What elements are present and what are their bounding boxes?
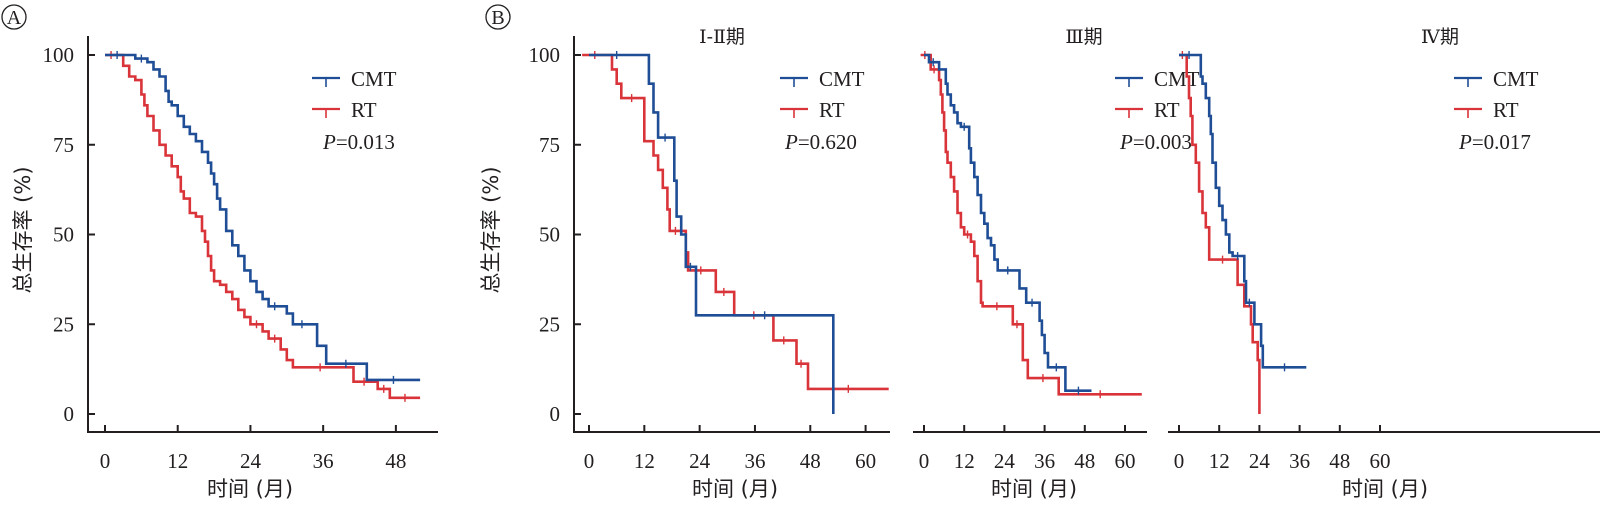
legend-item-rt: RT bbox=[312, 98, 377, 122]
plot-stage-4: Ⅳ期 0 12 24 36 48 60 时间 (月) CMT RT P=0.017 bbox=[1168, 26, 1600, 501]
axes: 0 12 24 36 48 0 25 50 75 100 bbox=[43, 36, 438, 473]
panel-label-a: A bbox=[1, 4, 27, 30]
x-tick-label: 36 bbox=[1034, 449, 1055, 473]
legend-label-rt: RT bbox=[1154, 98, 1180, 122]
y-tick-label: 75 bbox=[53, 133, 74, 157]
y-tick-label: 50 bbox=[53, 223, 74, 247]
curves bbox=[582, 51, 889, 414]
legend-label-cmt: CMT bbox=[1493, 67, 1539, 91]
survival-curve-rt bbox=[105, 53, 421, 400]
legend-label-rt: RT bbox=[1493, 98, 1519, 122]
p-value: P=0.013 bbox=[322, 130, 395, 154]
plot-stage-3: Ⅲ期 0 12 24 36 48 60 时间 (月) CMT RT P=0.003 bbox=[913, 26, 1200, 501]
x-tick-label: 12 bbox=[167, 449, 188, 473]
x-tick-label: 48 bbox=[1074, 449, 1095, 473]
x-axis-title: 时间 (月) bbox=[991, 477, 1077, 501]
x-tick-label: 48 bbox=[385, 449, 406, 473]
x-tick-label: 48 bbox=[800, 449, 821, 473]
curves bbox=[105, 51, 421, 402]
x-tick-label: 60 bbox=[1115, 449, 1136, 473]
legend-item-rt: RT bbox=[1454, 98, 1519, 122]
survival-curve-cmt bbox=[1179, 53, 1307, 369]
x-axis-title: 时间 (月) bbox=[1342, 477, 1428, 501]
x-tick-label: 36 bbox=[313, 449, 334, 473]
legend-item-cmt: CMT bbox=[1454, 67, 1539, 91]
survival-curve-rt bbox=[582, 53, 889, 391]
legend-label-rt: RT bbox=[351, 98, 377, 122]
legend: CMT RT P=0.620 bbox=[780, 67, 865, 154]
legend-item-rt: RT bbox=[780, 98, 845, 122]
legend-label-cmt: CMT bbox=[819, 67, 865, 91]
panel-label-b: B bbox=[485, 4, 511, 30]
survival-curve-rt bbox=[920, 53, 1142, 396]
y-tick-label: 100 bbox=[529, 43, 561, 67]
p-value-prefix: P bbox=[1458, 130, 1472, 154]
x-tick-label: 0 bbox=[919, 449, 930, 473]
y-tick-label: 50 bbox=[539, 223, 560, 247]
x-tick-label: 60 bbox=[855, 449, 876, 473]
legend-item-cmt: CMT bbox=[1115, 67, 1200, 91]
legend-label-cmt: CMT bbox=[1154, 67, 1200, 91]
y-axis-title: 总生存率 (%) bbox=[479, 166, 503, 293]
legend-item-cmt: CMT bbox=[780, 67, 865, 91]
x-tick-label: 60 bbox=[1370, 449, 1391, 473]
legend-item-rt: RT bbox=[1115, 98, 1180, 122]
x-tick-label: 24 bbox=[1249, 449, 1271, 473]
x-tick-label: 0 bbox=[1174, 449, 1185, 473]
curves bbox=[1179, 51, 1307, 414]
subplot-title: Ⅳ期 bbox=[1421, 26, 1459, 48]
p-value-prefix: P bbox=[1119, 130, 1133, 154]
legend-label-rt: RT bbox=[819, 98, 845, 122]
survival-curve-cmt bbox=[589, 53, 835, 414]
legend-item-cmt: CMT bbox=[312, 67, 397, 91]
subplot-title: Ⅰ-Ⅱ期 bbox=[699, 26, 745, 48]
p-value-text: =0.003 bbox=[1133, 130, 1192, 154]
y-tick-label: 25 bbox=[539, 312, 560, 336]
p-value: P=0.003 bbox=[1119, 130, 1192, 154]
survival-curve-cmt bbox=[105, 53, 421, 382]
y-tick-label: 0 bbox=[64, 402, 75, 426]
x-tick-label: 0 bbox=[100, 449, 111, 473]
x-tick-label: 24 bbox=[689, 449, 711, 473]
p-value-text: =0.013 bbox=[336, 130, 395, 154]
axes: 0 12 24 36 48 60 0 25 50 75 100 bbox=[529, 36, 890, 473]
panel-letter-a: A bbox=[7, 7, 22, 29]
p-value-prefix: P bbox=[784, 130, 798, 154]
x-tick-label: 24 bbox=[994, 449, 1016, 473]
curves bbox=[920, 51, 1142, 399]
x-axis-title: 时间 (月) bbox=[207, 477, 293, 501]
y-tick-label: 75 bbox=[539, 133, 560, 157]
y-tick-label: 100 bbox=[43, 43, 75, 67]
legend: CMT RT P=0.017 bbox=[1454, 67, 1539, 154]
survival-curve-cmt bbox=[924, 53, 1092, 392]
x-tick-label: 36 bbox=[1289, 449, 1310, 473]
legend: CMT RT P=0.013 bbox=[312, 67, 397, 154]
y-axis-title: 总生存率 (%) bbox=[11, 166, 35, 293]
x-tick-label: 24 bbox=[240, 449, 262, 473]
p-value: P=0.017 bbox=[1458, 130, 1531, 154]
axes: 0 12 24 36 48 60 bbox=[1168, 425, 1600, 473]
p-value-text: =0.620 bbox=[798, 130, 857, 154]
legend-label-cmt: CMT bbox=[351, 67, 397, 91]
x-tick-label: 36 bbox=[744, 449, 765, 473]
panel-letter-b: B bbox=[491, 7, 504, 29]
p-value: P=0.620 bbox=[784, 130, 857, 154]
plot-overall: 0 12 24 36 48 0 25 50 75 100 总生存率 (%) 时间 (月) CMT … bbox=[11, 36, 438, 501]
legend: CMT RT P=0.003 bbox=[1115, 67, 1200, 154]
y-tick-label: 0 bbox=[550, 402, 561, 426]
axes: 0 12 24 36 48 60 bbox=[913, 425, 1147, 473]
survival-curve-rt bbox=[1179, 53, 1261, 414]
x-tick-label: 12 bbox=[1209, 449, 1230, 473]
x-tick-label: 0 bbox=[584, 449, 595, 473]
x-tick-label: 48 bbox=[1329, 449, 1350, 473]
plot-stage-1-2: Ⅰ-Ⅱ期 0 12 24 36 48 60 0 25 50 75 100 总生存率 (%) 时间 (… bbox=[479, 26, 890, 501]
x-tick-label: 12 bbox=[954, 449, 975, 473]
x-axis-title: 时间 (月) bbox=[692, 477, 778, 501]
subplot-title: Ⅲ期 bbox=[1065, 26, 1102, 48]
p-value-prefix: P bbox=[322, 130, 336, 154]
y-tick-label: 25 bbox=[53, 312, 74, 336]
p-value-text: =0.017 bbox=[1472, 130, 1531, 154]
x-tick-label: 12 bbox=[634, 449, 655, 473]
